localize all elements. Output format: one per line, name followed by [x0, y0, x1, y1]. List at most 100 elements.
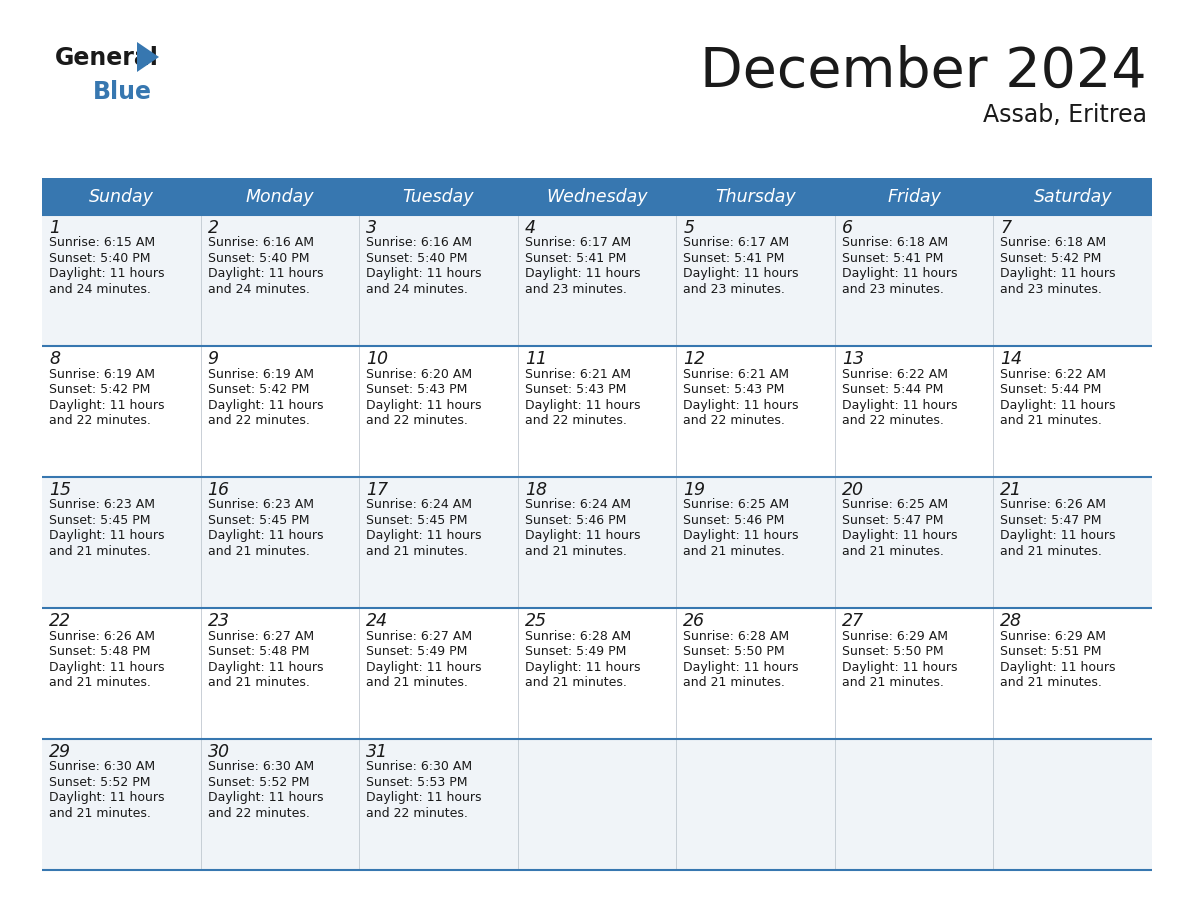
Text: and 21 minutes.: and 21 minutes.	[1000, 545, 1102, 558]
Text: 8: 8	[49, 350, 61, 368]
Text: 12: 12	[683, 350, 706, 368]
Text: Daylight: 11 hours: Daylight: 11 hours	[208, 530, 323, 543]
Text: 7: 7	[1000, 219, 1011, 237]
Text: and 21 minutes.: and 21 minutes.	[208, 676, 309, 689]
Bar	[42, 346, 1152, 477]
Text: and 24 minutes.: and 24 minutes.	[366, 283, 468, 296]
Text: Daylight: 11 hours: Daylight: 11 hours	[525, 530, 640, 543]
Text: Sunrise: 6:28 AM: Sunrise: 6:28 AM	[525, 630, 631, 643]
Text: and 22 minutes.: and 22 minutes.	[683, 414, 785, 427]
Text: Sunrise: 6:25 AM: Sunrise: 6:25 AM	[683, 498, 789, 511]
Text: Daylight: 11 hours: Daylight: 11 hours	[49, 791, 164, 804]
Text: Sunrise: 6:30 AM: Sunrise: 6:30 AM	[208, 760, 314, 774]
Text: Sunset: 5:43 PM: Sunset: 5:43 PM	[683, 383, 784, 396]
Text: Sunrise: 6:29 AM: Sunrise: 6:29 AM	[842, 630, 948, 643]
Text: 26: 26	[683, 612, 706, 630]
Text: Daylight: 11 hours: Daylight: 11 hours	[366, 530, 481, 543]
Text: Daylight: 11 hours: Daylight: 11 hours	[525, 267, 640, 281]
Text: Sunset: 5:40 PM: Sunset: 5:40 PM	[49, 252, 151, 265]
Text: 6: 6	[842, 219, 853, 237]
Text: 18: 18	[525, 481, 546, 499]
Text: 3: 3	[366, 219, 377, 237]
Text: Sunrise: 6:20 AM: Sunrise: 6:20 AM	[366, 367, 473, 380]
Text: and 21 minutes.: and 21 minutes.	[683, 545, 785, 558]
Text: and 22 minutes.: and 22 minutes.	[366, 414, 468, 427]
Text: and 22 minutes.: and 22 minutes.	[49, 414, 151, 427]
Text: Thursday: Thursday	[715, 187, 796, 206]
Text: Sunset: 5:46 PM: Sunset: 5:46 PM	[525, 514, 626, 527]
Text: 1: 1	[49, 219, 61, 237]
Text: Sunrise: 6:26 AM: Sunrise: 6:26 AM	[1000, 498, 1106, 511]
Text: Sunset: 5:50 PM: Sunset: 5:50 PM	[683, 645, 785, 658]
Bar	[42, 178, 1152, 215]
Text: Sunrise: 6:29 AM: Sunrise: 6:29 AM	[1000, 630, 1106, 643]
Text: and 22 minutes.: and 22 minutes.	[208, 414, 309, 427]
Text: Sunrise: 6:30 AM: Sunrise: 6:30 AM	[49, 760, 156, 774]
Text: Sunset: 5:53 PM: Sunset: 5:53 PM	[366, 776, 468, 789]
Text: Daylight: 11 hours: Daylight: 11 hours	[842, 660, 958, 674]
Text: and 23 minutes.: and 23 minutes.	[1000, 283, 1102, 296]
Text: Sunrise: 6:18 AM: Sunrise: 6:18 AM	[1000, 237, 1106, 250]
Text: Sunset: 5:48 PM: Sunset: 5:48 PM	[208, 645, 309, 658]
Text: Sunrise: 6:18 AM: Sunrise: 6:18 AM	[842, 237, 948, 250]
Text: 29: 29	[49, 743, 71, 761]
Text: and 21 minutes.: and 21 minutes.	[842, 676, 943, 689]
Text: Sunrise: 6:27 AM: Sunrise: 6:27 AM	[208, 630, 314, 643]
Text: 25: 25	[525, 612, 546, 630]
Text: Daylight: 11 hours: Daylight: 11 hours	[208, 791, 323, 804]
Text: and 22 minutes.: and 22 minutes.	[208, 807, 309, 820]
Text: Sunset: 5:42 PM: Sunset: 5:42 PM	[49, 383, 151, 396]
Text: Sunset: 5:41 PM: Sunset: 5:41 PM	[525, 252, 626, 265]
Bar	[42, 739, 1152, 870]
Text: Sunset: 5:44 PM: Sunset: 5:44 PM	[842, 383, 943, 396]
Text: Daylight: 11 hours: Daylight: 11 hours	[1000, 530, 1116, 543]
Text: and 21 minutes.: and 21 minutes.	[49, 545, 151, 558]
Text: Sunset: 5:47 PM: Sunset: 5:47 PM	[842, 514, 943, 527]
Text: and 21 minutes.: and 21 minutes.	[525, 676, 626, 689]
Text: Saturday: Saturday	[1034, 187, 1112, 206]
Text: Daylight: 11 hours: Daylight: 11 hours	[208, 660, 323, 674]
Text: Sunset: 5:43 PM: Sunset: 5:43 PM	[525, 383, 626, 396]
Text: 23: 23	[208, 612, 229, 630]
Text: Sunday: Sunday	[89, 187, 153, 206]
Text: Sunrise: 6:30 AM: Sunrise: 6:30 AM	[366, 760, 473, 774]
Text: 24: 24	[366, 612, 388, 630]
Text: Sunset: 5:43 PM: Sunset: 5:43 PM	[366, 383, 468, 396]
Text: Daylight: 11 hours: Daylight: 11 hours	[49, 660, 164, 674]
Polygon shape	[137, 42, 159, 72]
Bar	[42, 608, 1152, 739]
Text: and 24 minutes.: and 24 minutes.	[49, 283, 151, 296]
Text: Wednesday: Wednesday	[546, 187, 647, 206]
Text: and 21 minutes.: and 21 minutes.	[208, 545, 309, 558]
Text: and 22 minutes.: and 22 minutes.	[842, 414, 943, 427]
Text: 14: 14	[1000, 350, 1023, 368]
Text: 21: 21	[1000, 481, 1023, 499]
Text: Sunrise: 6:17 AM: Sunrise: 6:17 AM	[683, 237, 789, 250]
Text: 4: 4	[525, 219, 536, 237]
Text: Daylight: 11 hours: Daylight: 11 hours	[842, 530, 958, 543]
Text: and 21 minutes.: and 21 minutes.	[49, 676, 151, 689]
Text: 10: 10	[366, 350, 388, 368]
Text: Daylight: 11 hours: Daylight: 11 hours	[49, 530, 164, 543]
Text: Sunrise: 6:24 AM: Sunrise: 6:24 AM	[366, 498, 472, 511]
Text: Sunrise: 6:22 AM: Sunrise: 6:22 AM	[842, 367, 948, 380]
Text: Sunset: 5:48 PM: Sunset: 5:48 PM	[49, 645, 151, 658]
Bar	[42, 477, 1152, 608]
Text: Sunset: 5:40 PM: Sunset: 5:40 PM	[208, 252, 309, 265]
Text: Sunrise: 6:15 AM: Sunrise: 6:15 AM	[49, 237, 156, 250]
Text: Sunrise: 6:23 AM: Sunrise: 6:23 AM	[49, 498, 154, 511]
Text: 22: 22	[49, 612, 71, 630]
Text: Daylight: 11 hours: Daylight: 11 hours	[683, 530, 798, 543]
Text: 16: 16	[208, 481, 229, 499]
Text: Friday: Friday	[887, 187, 941, 206]
Text: December 2024: December 2024	[701, 45, 1146, 99]
Text: 27: 27	[842, 612, 864, 630]
Text: Sunset: 5:41 PM: Sunset: 5:41 PM	[683, 252, 784, 265]
Text: Sunset: 5:47 PM: Sunset: 5:47 PM	[1000, 514, 1102, 527]
Text: Sunrise: 6:16 AM: Sunrise: 6:16 AM	[208, 237, 314, 250]
Text: Daylight: 11 hours: Daylight: 11 hours	[49, 267, 164, 281]
Text: Sunset: 5:40 PM: Sunset: 5:40 PM	[366, 252, 468, 265]
Text: Sunset: 5:45 PM: Sunset: 5:45 PM	[49, 514, 151, 527]
Text: Assab, Eritrea: Assab, Eritrea	[982, 103, 1146, 127]
Text: Sunset: 5:42 PM: Sunset: 5:42 PM	[208, 383, 309, 396]
